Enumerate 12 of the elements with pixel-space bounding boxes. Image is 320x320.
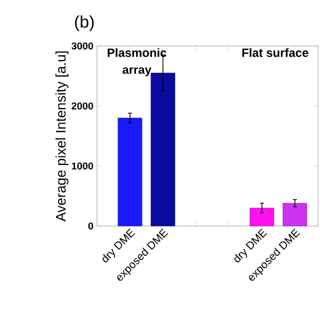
y-axis-title: Average pixel Intensity [a.u] [55, 51, 68, 222]
bar [150, 72, 176, 226]
y-tick-label: 0 [88, 222, 94, 230]
bar [282, 203, 308, 226]
y-tick-label: 3000 [72, 42, 94, 50]
y-tick-label: 2000 [72, 102, 94, 110]
chart-title: (b) [75, 15, 94, 32]
bar [118, 118, 142, 226]
y-tick-label: 1000 [72, 162, 94, 170]
annotation: Flat surface [242, 48, 308, 57]
annotation: Plasmonic array [108, 48, 166, 76]
bar [250, 208, 274, 226]
